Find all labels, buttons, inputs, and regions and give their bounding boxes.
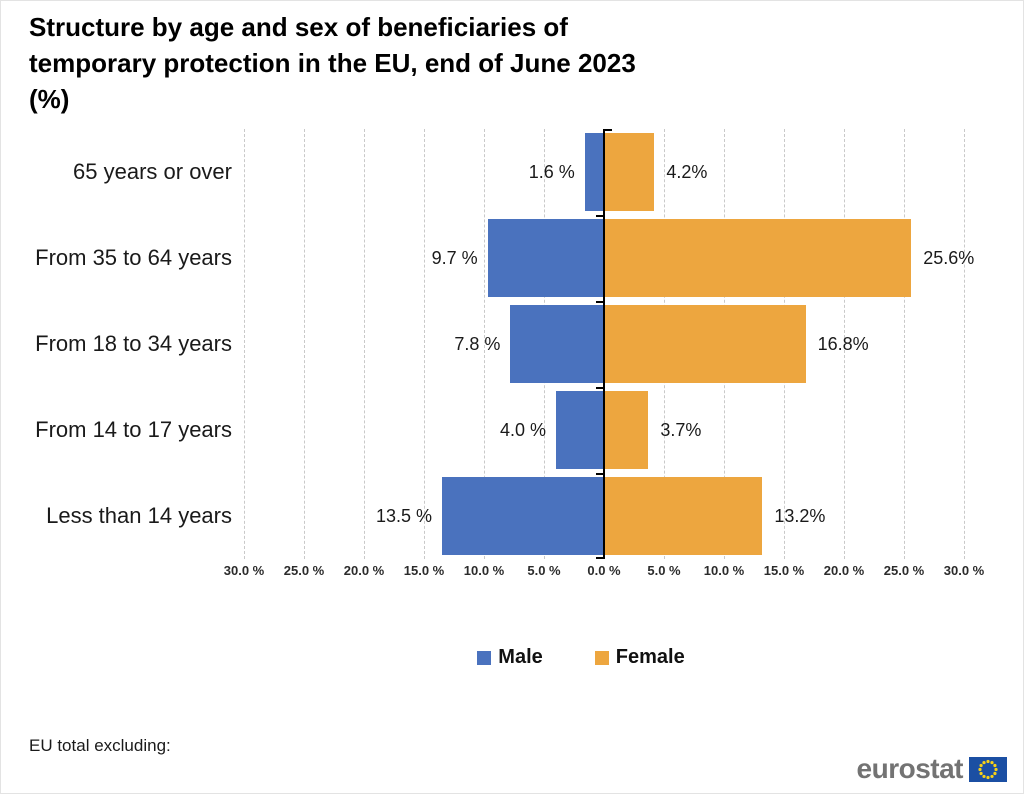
- gridline: [424, 129, 425, 559]
- x-axis: 30.0 % 25.0 % 20.0 % 15.0 % 10.0 % 5.0 % 0.0 %…: [224, 563, 984, 583]
- legend: Male Female: [69, 646, 1023, 669]
- female-value-label: 3.7%: [660, 419, 702, 440]
- female-bar: [604, 133, 655, 211]
- axis-tick: [596, 215, 604, 217]
- plot-area: 1.6 % 4.2% 9.7 % 25.6% 7.8 % 16.8% 4.0 % 3.7% 13…: [244, 129, 974, 559]
- male-bar: [556, 391, 604, 469]
- category-label: From 18 to 34 years: [35, 331, 232, 356]
- x-tick-label: 10.0 %: [703, 563, 745, 578]
- category-label: 65 years or over: [73, 159, 232, 184]
- x-tick-label: 25.0 %: [283, 563, 325, 578]
- male-value-label: 7.8 %: [454, 333, 501, 354]
- x-tick-label: 25.0 %: [883, 563, 925, 578]
- male-value-label: 1.6 %: [528, 161, 575, 182]
- x-tick-label: 20.0 %: [823, 563, 865, 578]
- eurostat-logo: eurostat: [857, 755, 1007, 783]
- axis-tick: [596, 301, 604, 303]
- footnotes: EU total excluding: Ireland, Hungary: da…: [29, 691, 411, 793]
- category-label: From 35 to 64 years: [35, 245, 232, 270]
- x-tick-label: 5.0 %: [647, 563, 681, 578]
- legend-item-female: Female: [594, 646, 685, 669]
- male-value-label: 13.5 %: [375, 505, 432, 526]
- gridline: [244, 129, 245, 559]
- axis-tick: [604, 129, 612, 131]
- female-value-label: 25.6%: [923, 247, 975, 268]
- male-bar: [510, 305, 604, 383]
- female-bar: [604, 219, 912, 297]
- category-label: From 14 to 17 years: [35, 417, 232, 442]
- category-label: Less than 14 years: [46, 503, 232, 528]
- x-tick-label: 30.0 %: [223, 563, 265, 578]
- zero-axis-line: [603, 129, 605, 559]
- gridline: [364, 129, 365, 559]
- gridline: [844, 129, 845, 559]
- legend-female-label: Female: [615, 646, 685, 668]
- male-bar: [584, 133, 604, 211]
- x-tick-label: 10.0 %: [463, 563, 505, 578]
- female-bar: [604, 477, 763, 555]
- footnote-line1: EU total excluding:: [29, 736, 171, 755]
- axis-tick: [596, 387, 604, 389]
- axis-tick: [596, 473, 604, 475]
- legend-item-male: Male: [477, 646, 543, 669]
- male-bar: [442, 477, 604, 555]
- female-swatch-icon: [594, 650, 609, 665]
- female-value-label: 13.2%: [774, 505, 826, 526]
- female-value-label: 16.8%: [817, 333, 869, 354]
- x-tick-label: 30.0 %: [943, 563, 985, 578]
- female-bar: [604, 305, 806, 383]
- gridline: [904, 129, 905, 559]
- legend-male-label: Male: [498, 646, 543, 668]
- gridline: [964, 129, 965, 559]
- male-bar: [487, 219, 604, 297]
- male-value-label: 4.0 %: [499, 419, 546, 440]
- x-tick-label: 15.0 %: [763, 563, 805, 578]
- eu-flag-icon: [969, 756, 1007, 782]
- chart-title-line3: (%): [29, 84, 70, 114]
- chart-title-line1: Structure by age and sex of beneficiarie…: [29, 12, 568, 42]
- chart-title: Structure by age and sex of beneficiarie…: [29, 9, 809, 117]
- gridline: [304, 129, 305, 559]
- category-axis: 65 years or over From 35 to 64 years From …: [1, 129, 232, 559]
- x-tick-label: 20.0 %: [343, 563, 385, 578]
- eurostat-logo-text: eurostat: [856, 753, 964, 784]
- chart-title-line2: temporary protection in the EU, end of J…: [29, 48, 636, 78]
- male-swatch-icon: [477, 650, 492, 665]
- x-tick-label: 5.0 %: [527, 563, 561, 578]
- x-tick-label: 15.0 %: [403, 563, 445, 578]
- female-bar: [604, 391, 649, 469]
- x-tick-label: 0.0 %: [587, 563, 621, 578]
- female-value-label: 4.2%: [666, 161, 708, 182]
- axis-tick: [596, 557, 604, 559]
- gridline: [484, 129, 485, 559]
- male-value-label: 9.7 %: [431, 247, 478, 268]
